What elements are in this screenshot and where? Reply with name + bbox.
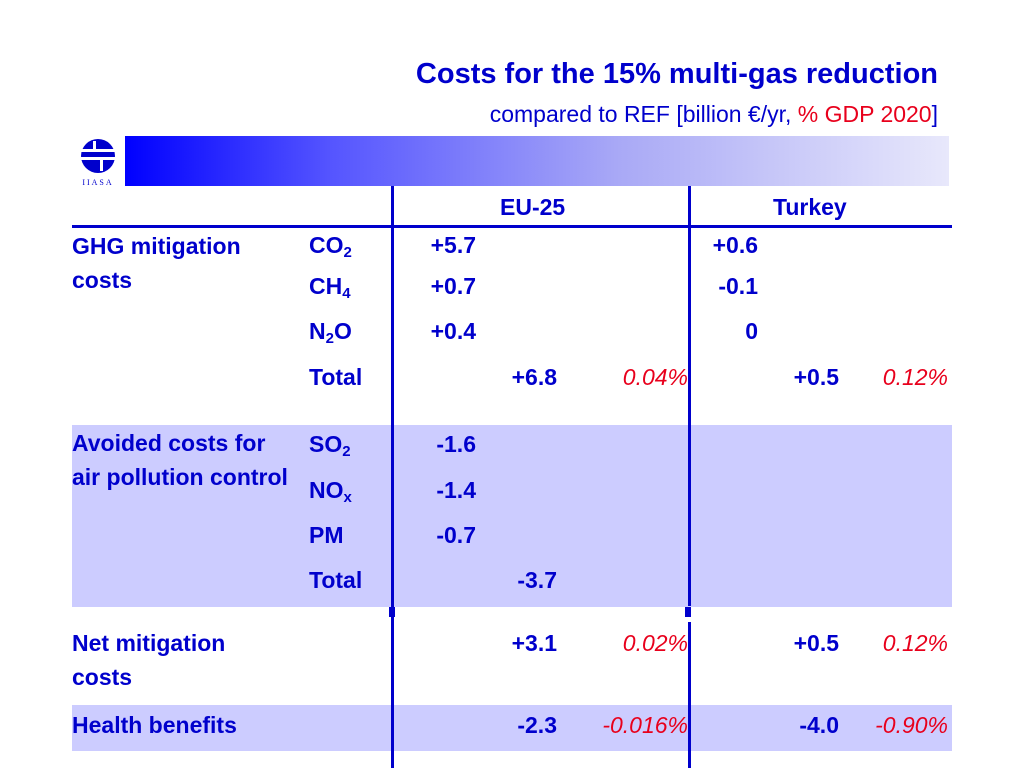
divider-tick xyxy=(685,607,691,617)
eu-value: -1.4 xyxy=(436,477,476,503)
eu-value: -1.6 xyxy=(436,431,476,457)
iiasa-logo: IIASA xyxy=(79,139,117,186)
turkey-value: -0.1 xyxy=(718,273,758,299)
slide-title: Costs for the 15% multi-gas reduction xyxy=(415,58,938,90)
gas-so2: SO2 xyxy=(309,431,351,460)
eu-divider xyxy=(391,186,394,768)
eu-gdp-pct: 0.04% xyxy=(622,364,688,390)
eu-value: -0.7 xyxy=(436,522,476,548)
ghg-total-label: Total xyxy=(309,364,363,390)
gas-co2: CO2 xyxy=(309,232,352,261)
turkey-net-pct: 0.12% xyxy=(882,630,948,656)
eu-value: +5.7 xyxy=(430,232,476,258)
header-banner xyxy=(125,136,949,186)
subtitle-suffix: ] xyxy=(931,101,938,127)
gas-pm: PM xyxy=(309,522,344,548)
eu-net-pct: 0.02% xyxy=(622,630,688,656)
air-pollution-label: Avoided costs for air pollution control xyxy=(72,430,288,490)
air-pollution-band xyxy=(72,425,952,607)
turkey-net: +0.5 xyxy=(793,630,839,656)
slide-subtitle: compared to REF [billion €/yr, % GDP 202… xyxy=(490,101,938,128)
gas-ch4: CH4 xyxy=(309,273,351,302)
eu-value: +0.4 xyxy=(430,318,476,344)
air-total-label: Total xyxy=(309,567,363,593)
turkey-health-pct: -0.90% xyxy=(875,712,948,738)
gas-n2o: N2O xyxy=(309,318,352,347)
turkey-health: -4.0 xyxy=(799,712,839,738)
net-costs-label: Net mitigation costs xyxy=(72,630,226,690)
turkey-value: 0 xyxy=(745,318,758,344)
turkey-value: +0.6 xyxy=(712,232,758,258)
header-turkey: Turkey xyxy=(773,194,847,220)
eu-total: +6.8 xyxy=(511,364,557,390)
turkey-gdp-pct: 0.12% xyxy=(882,364,948,390)
turkey-total: +0.5 xyxy=(793,364,839,390)
ghg-label: GHG mitigation costs xyxy=(72,233,241,293)
eu-net: +3.1 xyxy=(511,630,557,656)
health-band xyxy=(72,705,952,751)
eu-health-pct: -0.016% xyxy=(602,712,688,738)
logo-text: IIASA xyxy=(82,178,113,186)
gas-nox: NOx xyxy=(309,477,352,506)
divider-tick xyxy=(389,607,395,617)
eu-health: -2.3 xyxy=(517,712,557,738)
health-benefits-label: Health benefits xyxy=(72,712,237,738)
subtitle-highlight: % GDP 2020 xyxy=(797,101,932,127)
subtitle-prefix: compared to REF [billion €/yr, xyxy=(489,101,798,127)
eu-total: -3.7 xyxy=(517,567,557,593)
header-underline xyxy=(72,225,952,228)
header-eu25: EU-25 xyxy=(500,194,566,220)
turkey-divider-lower xyxy=(688,622,691,768)
turkey-divider xyxy=(688,186,691,606)
eu-value: +0.7 xyxy=(430,273,476,299)
